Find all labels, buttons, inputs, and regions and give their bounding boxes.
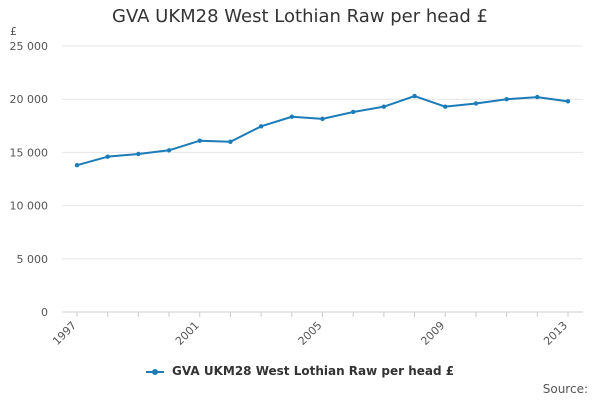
x-tick-label: 2009 (418, 319, 447, 348)
data-point (535, 94, 540, 100)
data-point (166, 148, 172, 153)
legend[interactable]: GVA UKM28 West Lothian Raw per head £ (0, 364, 600, 378)
y-tick-label: 0 (41, 306, 48, 319)
y-tick-label: 15 000 (10, 146, 49, 159)
y-tick-label: 5 000 (17, 253, 49, 266)
x-tick-label: 2013 (541, 319, 570, 348)
data-point (258, 124, 264, 129)
y-axis-unit-label: £ (10, 25, 17, 38)
data-point (105, 154, 110, 159)
y-tick-label: 20 000 (10, 93, 49, 106)
x-tick-label: 1997 (50, 319, 79, 348)
data-point (350, 109, 356, 115)
data-point (412, 93, 417, 99)
y-tick-label: 10 000 (10, 200, 49, 213)
legend-series-label: GVA UKM28 West Lothian Raw per head £ (172, 364, 455, 378)
data-point (381, 104, 387, 109)
data-point (228, 139, 233, 144)
x-tick-label: 2005 (296, 319, 325, 348)
data-point (473, 101, 479, 106)
legend-series-marker (145, 367, 164, 377)
data-point (74, 162, 80, 168)
source-label: Source: (542, 382, 588, 396)
x-tick-label: 2001 (173, 319, 202, 348)
data-point (443, 104, 448, 109)
data-point (504, 97, 509, 102)
data-point (197, 138, 202, 143)
chart-title: GVA UKM28 West Lothian Raw per head £ (112, 6, 488, 27)
data-point (320, 116, 325, 122)
data-point (565, 99, 571, 104)
y-tick-label: 25 000 (10, 40, 49, 53)
series-line (76, 95, 569, 167)
data-point (289, 114, 295, 119)
data-point (136, 151, 141, 157)
